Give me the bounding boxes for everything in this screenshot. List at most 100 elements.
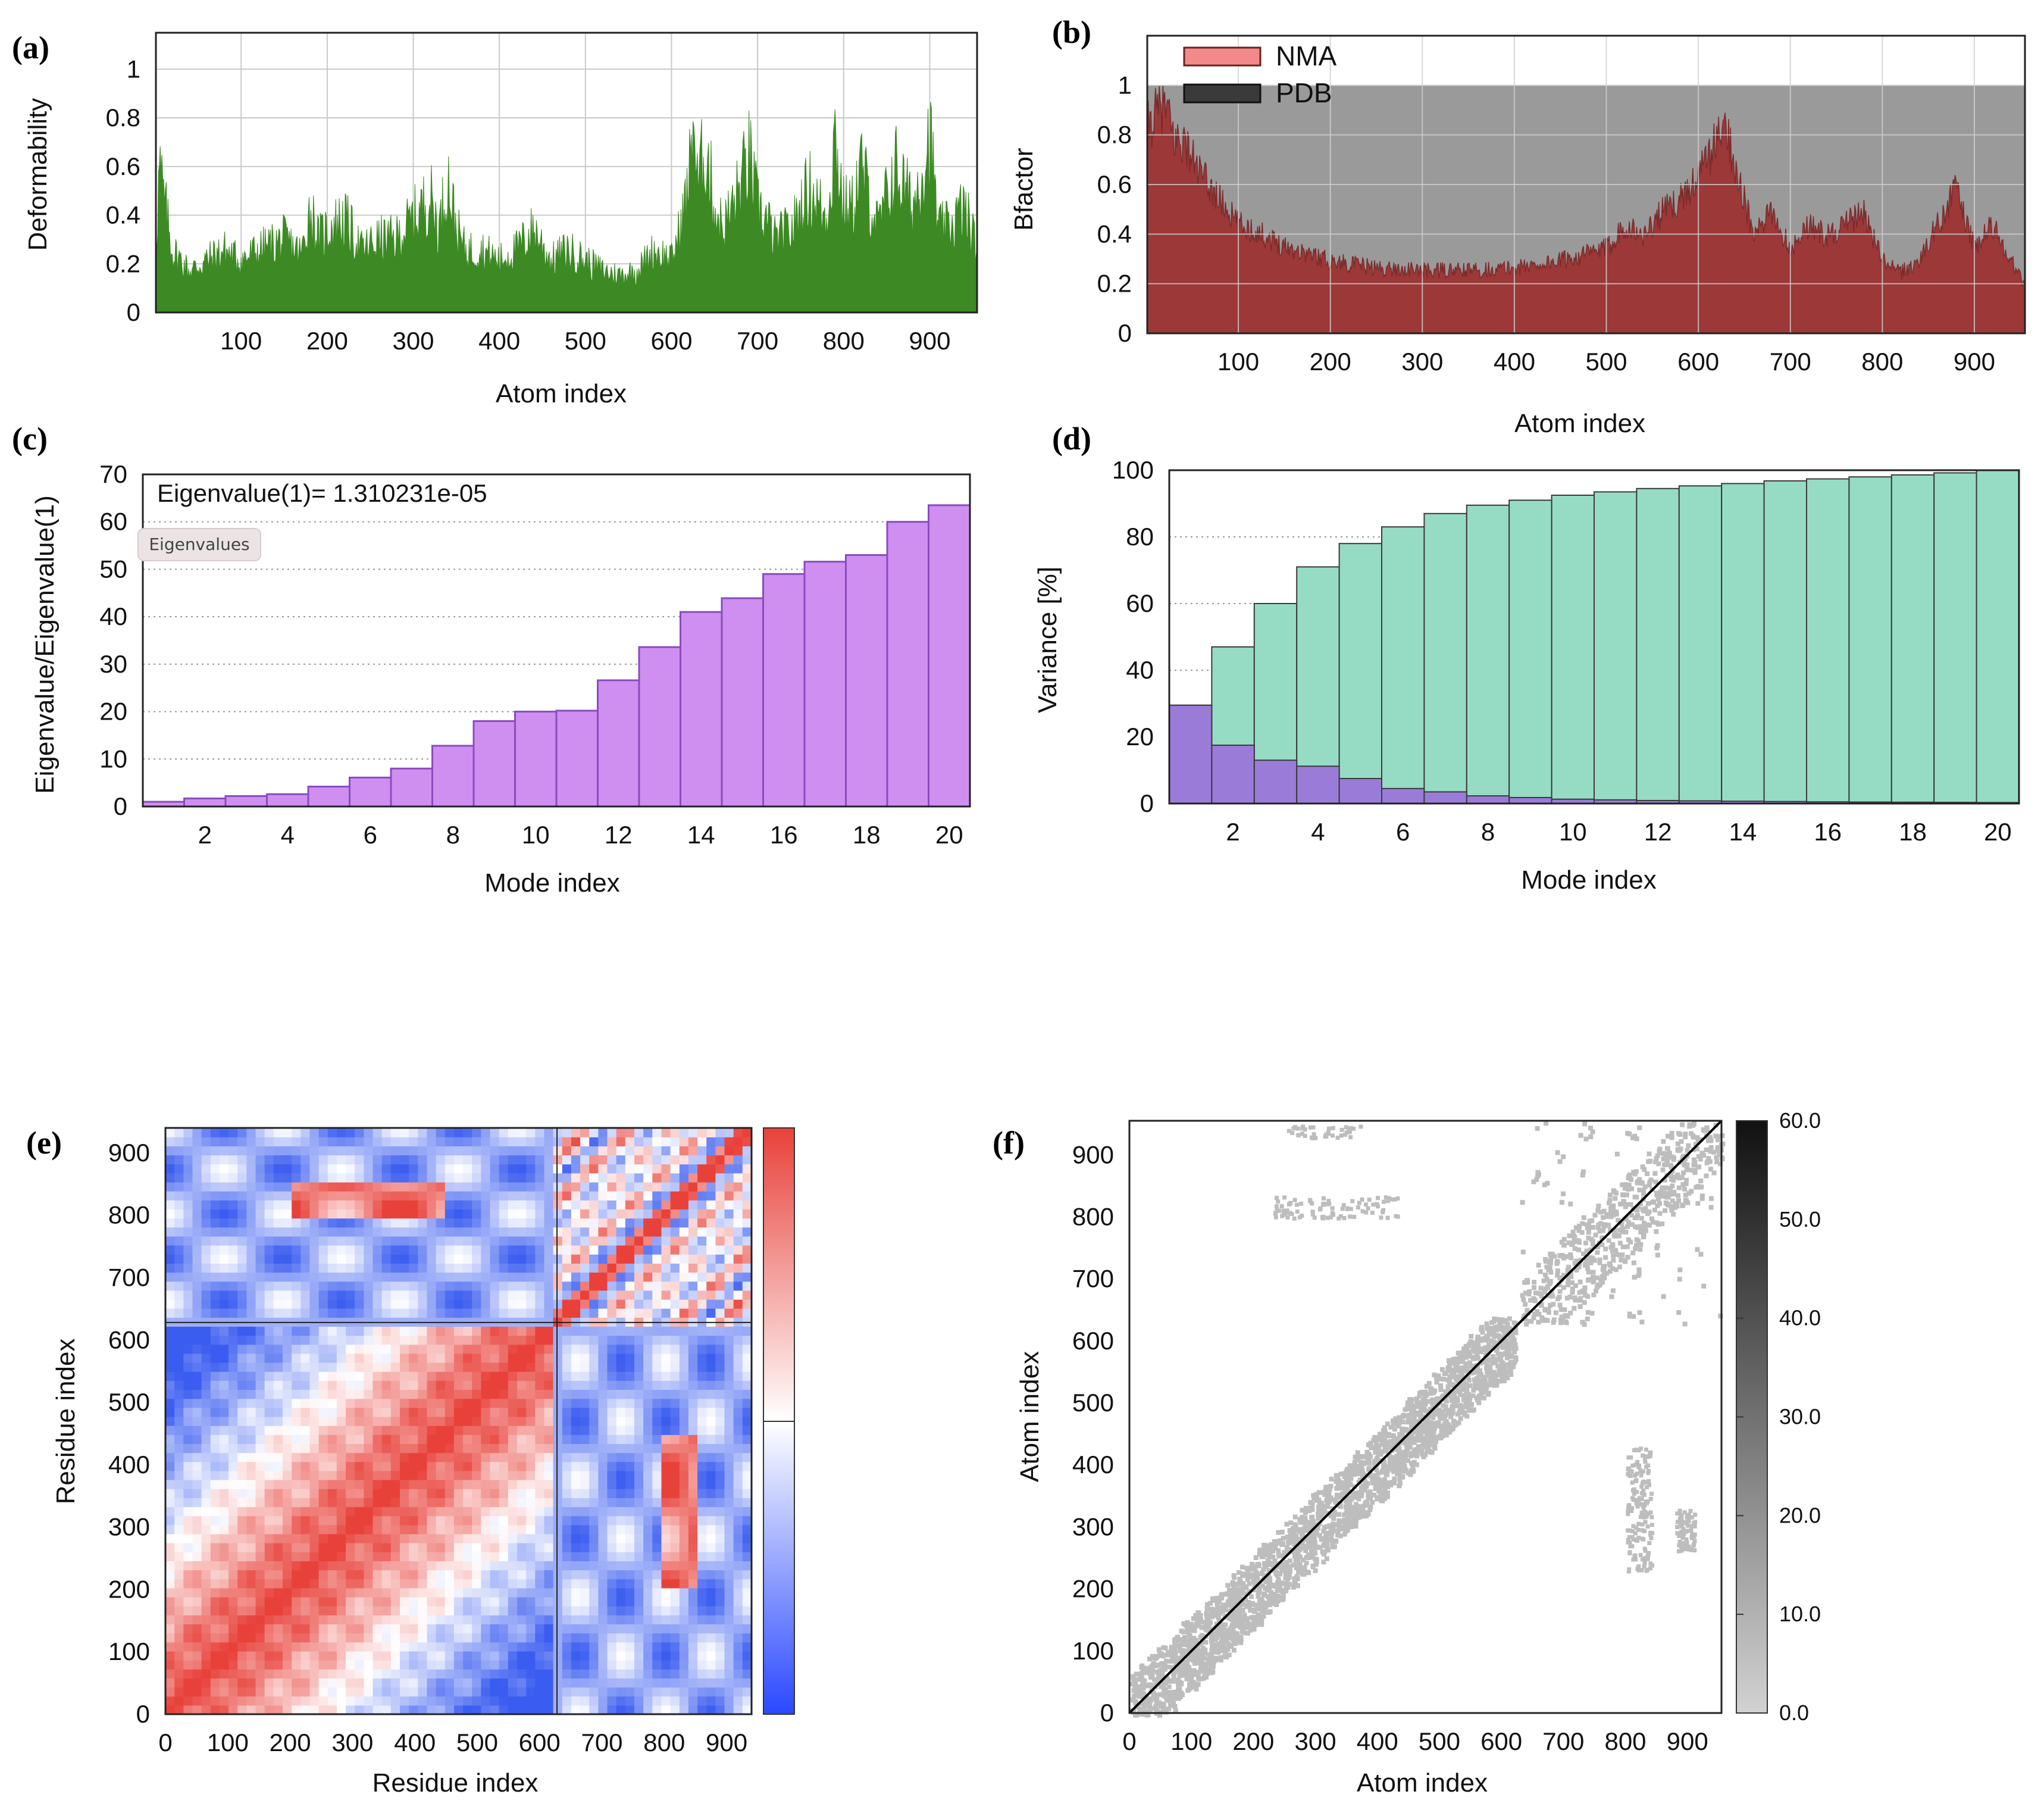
heatmap-cell [571,1624,581,1634]
heatmap-cell [742,1308,752,1318]
heatmap-cell [301,1606,311,1615]
heatmap-cell [373,1164,383,1174]
heatmap-cell [625,1254,635,1264]
heatmap-cell [364,1533,374,1543]
heatmap-cell [201,1480,211,1489]
heatmap-cell [634,1533,644,1543]
heatmap-cell [436,1515,446,1526]
heatmap-cell [436,1543,446,1552]
heatmap-cell [481,1281,491,1291]
eigenvalues-badge[interactable] [137,528,261,561]
heatmap-cell [652,1236,662,1246]
heatmap-cell [381,1263,392,1273]
heatmap-cell [327,1705,337,1715]
heatmap-cell [400,1209,409,1219]
heatmap-cell [292,1218,301,1228]
panel-a-y-ticks: 00.20.40.60.81 [106,55,140,326]
heatmap-cell [183,1705,193,1715]
heatmap-cell [580,1155,590,1165]
heatmap-cell [733,1552,743,1561]
heatmap-cell [210,1344,220,1354]
heatmap-cell [273,1389,283,1399]
heatmap-cell [355,1696,364,1706]
heatmap-cell [336,1155,346,1165]
heatmap-cell [165,1181,175,1192]
heatmap-cell [364,1543,374,1552]
heatmap-cell [309,1533,320,1543]
heatmap-cell [183,1578,193,1589]
heatmap-cell [463,1362,472,1372]
heatmap-cell [472,1498,481,1508]
heatmap-cell [309,1389,320,1399]
heatmap-cell [490,1146,500,1156]
heatmap-cell [201,1524,211,1534]
heatmap-cell [634,1570,644,1580]
heatmap-cell [283,1470,292,1480]
heatmap-cell [661,1164,671,1174]
heatmap-cell [742,1606,752,1615]
heatmap-cell [553,1200,563,1209]
x-tick-label: 6 [364,821,377,849]
heatmap-cell [373,1452,383,1462]
heatmap-cell [174,1615,184,1625]
heatmap-cell [625,1236,635,1246]
heatmap-cell [183,1263,193,1273]
heatmap-cell [210,1209,220,1219]
heatmap-cell [255,1308,265,1318]
heatmap-cell [283,1489,292,1498]
heatmap-cell [490,1164,500,1174]
heatmap-cell [508,1308,518,1318]
heatmap-cell [526,1128,536,1137]
heatmap-cell [733,1434,743,1444]
heatmap-cell [724,1651,734,1661]
heatmap-cell [472,1335,481,1345]
heatmap-cell [508,1480,518,1489]
heatmap-cell [237,1678,247,1688]
heatmap-cell [309,1155,320,1165]
heatmap-cell [264,1281,274,1291]
heatmap-cell [255,1236,265,1246]
heatmap-cell [589,1380,599,1390]
heatmap-cell [679,1371,689,1381]
heatmap-cell [508,1326,518,1336]
individual-variance-bar [1381,787,1425,805]
heatmap-cell [327,1552,337,1561]
heatmap-cell [697,1227,707,1237]
heatmap-cell [580,1227,590,1237]
heatmap-cell [273,1651,283,1661]
heatmap-cell [508,1434,518,1444]
heatmap-cell [246,1615,256,1625]
heatmap-cell [418,1633,428,1643]
heatmap-cell [652,1362,662,1372]
heatmap-cell [192,1533,202,1543]
heatmap-cell [400,1128,409,1137]
heatmap-cell [292,1578,301,1589]
heatmap-cell [535,1389,545,1399]
heatmap-cell [183,1561,193,1571]
heatmap-cell [192,1696,202,1706]
heatmap-cell [553,1218,563,1228]
heatmap-cell [562,1578,572,1589]
heatmap-cell [364,1191,374,1201]
heatmap-cell [733,1570,743,1580]
heatmap-cell [400,1353,409,1363]
heatmap-cell [373,1597,383,1606]
heatmap-cell [742,1416,752,1426]
heatmap-cell [318,1687,328,1697]
heatmap-cell [174,1335,184,1345]
heatmap-cell [643,1515,653,1526]
heatmap-cell [409,1615,418,1625]
heatmap-cell [481,1597,491,1606]
heatmap-cell [418,1687,428,1697]
heatmap-cell [463,1660,472,1670]
heatmap-cell [237,1263,247,1273]
heatmap-cell [481,1263,491,1273]
heatmap-cell [643,1561,653,1571]
panel-e-correlation-map: (e) 0 100 200 300 400 500 600 700 800 900 0100200… [26,1125,795,1798]
heatmap-cell [580,1398,590,1408]
heatmap-cell [400,1624,409,1634]
heatmap-cell [445,1489,455,1498]
heatmap-cell [706,1578,716,1589]
heatmap-cell [499,1164,509,1174]
heatmap-cell [571,1181,581,1192]
